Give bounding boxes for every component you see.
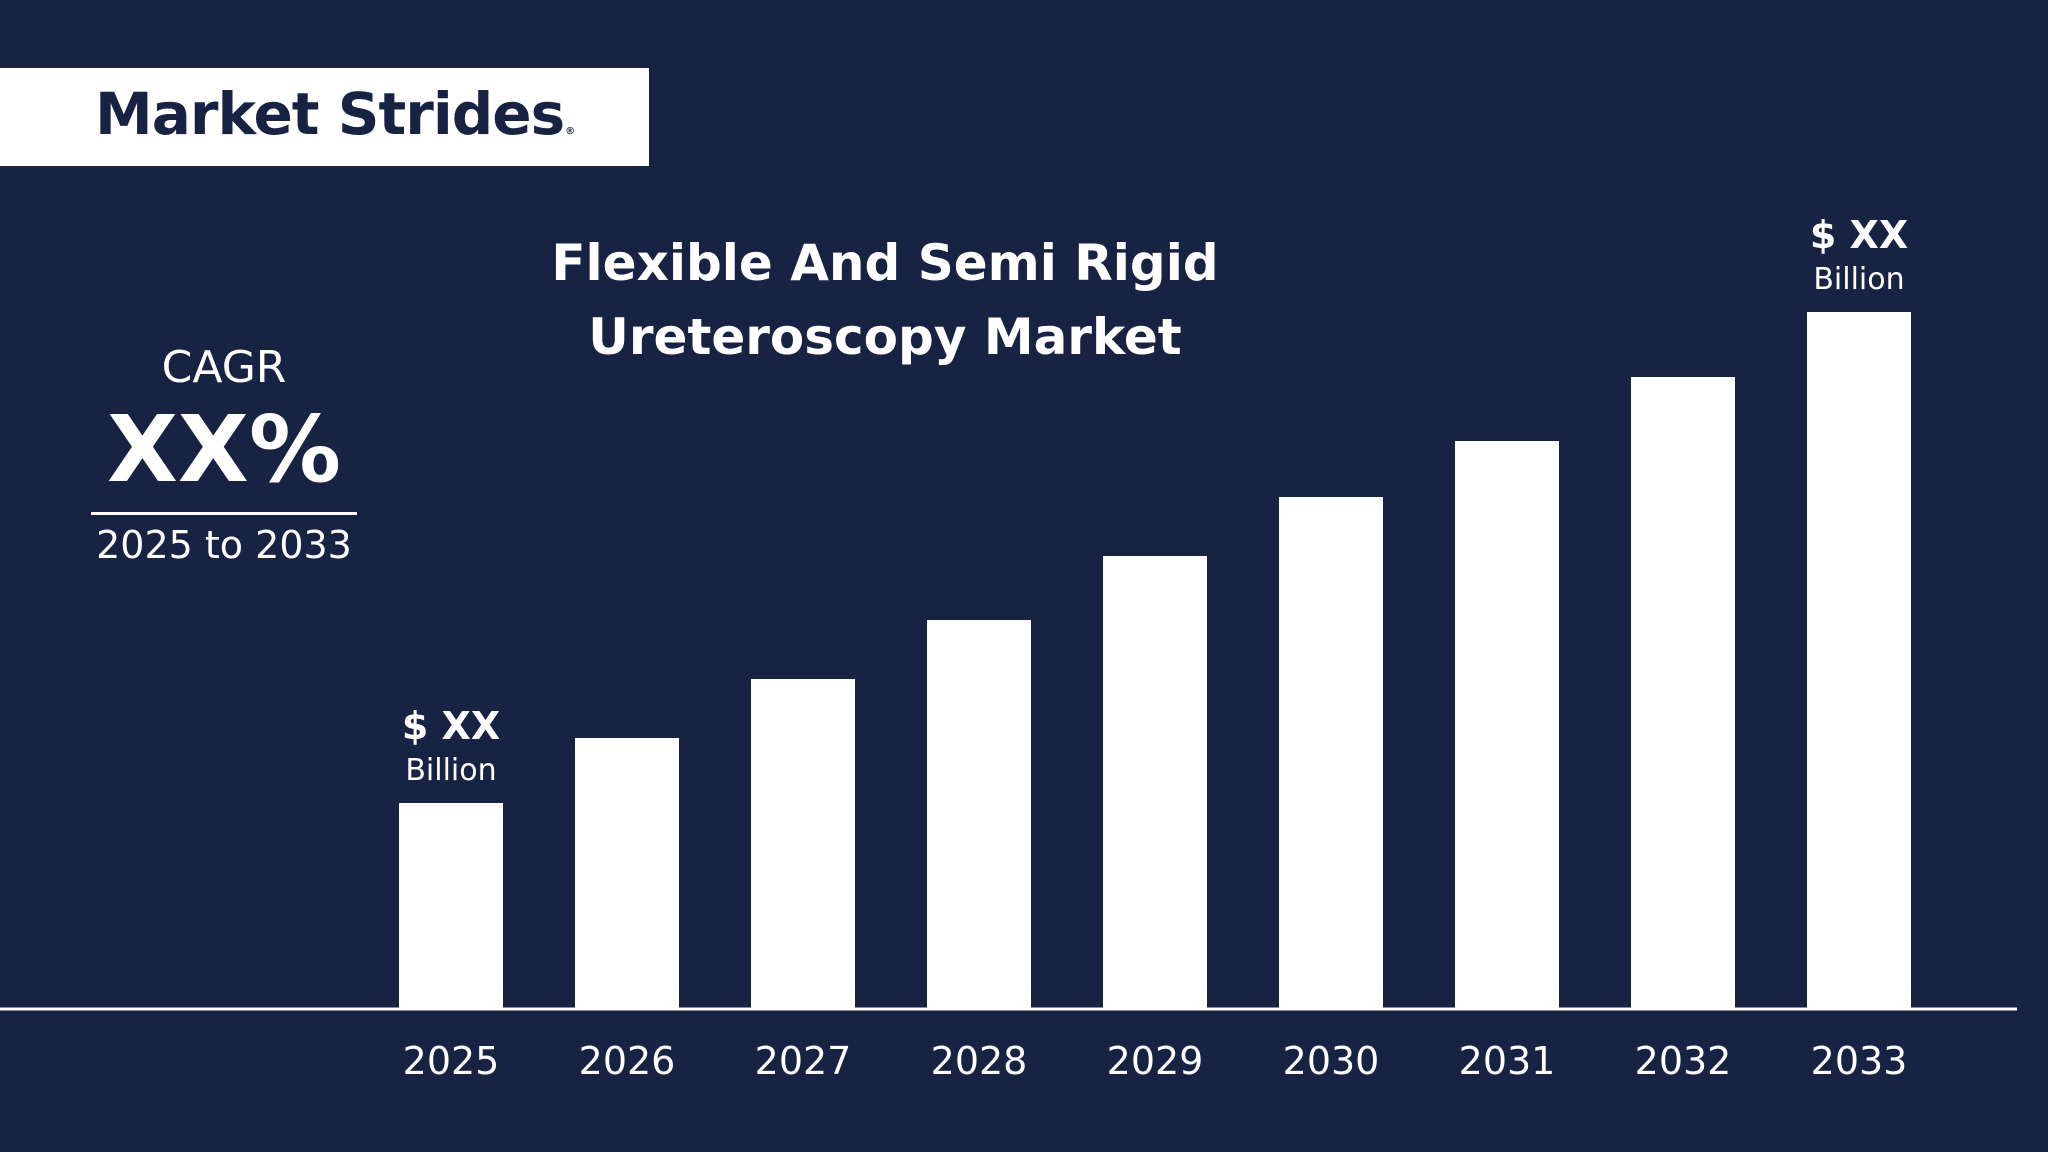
logo-banner <box>0 68 649 166</box>
data-label-value-2025: $ XX <box>402 704 500 748</box>
bar-2027 <box>751 679 855 1008</box>
bar-2033 <box>1807 312 1911 1008</box>
cagr-range: 2025 to 2033 <box>96 523 352 567</box>
brand-logo: Market Strides® <box>95 80 575 148</box>
cagr-divider <box>91 512 357 515</box>
x-tick-label-2027: 2027 <box>755 1039 852 1083</box>
chart-title-line-1: Flexible And Semi Rigid <box>551 234 1219 292</box>
x-tick-label-2026: 2026 <box>579 1039 676 1083</box>
chart-title-line-2: Ureteroscopy Market <box>588 308 1182 366</box>
brand-reg-mark: ® <box>565 126 575 137</box>
cagr-panel: CAGR XX% 2025 to 2033 <box>80 340 368 573</box>
bar-2029 <box>1103 556 1207 1008</box>
bar-2025 <box>399 803 503 1008</box>
x-tick-label-2032: 2032 <box>1635 1039 1732 1083</box>
bar-2032 <box>1631 377 1735 1008</box>
x-tick-label-2028: 2028 <box>931 1039 1028 1083</box>
brand-name: Market Strides <box>95 80 565 148</box>
cagr-value: XX% <box>106 396 342 503</box>
bar-2030 <box>1279 497 1383 1008</box>
x-tick-label-2029: 2029 <box>1107 1039 1204 1083</box>
bar-2031 <box>1455 441 1559 1008</box>
data-label-unit-2033: Billion <box>1813 262 1904 297</box>
x-tick-label-2033: 2033 <box>1811 1039 1908 1083</box>
x-tick-label-2031: 2031 <box>1459 1039 1556 1083</box>
x-tick-label-2030: 2030 <box>1283 1039 1380 1083</box>
x-tick-label-2025: 2025 <box>403 1039 500 1083</box>
data-label-value-2033: $ XX <box>1810 213 1908 257</box>
data-label-unit-2025: Billion <box>405 753 496 788</box>
cagr-label: CAGR <box>161 342 287 393</box>
chart-title: Flexible And Semi Rigid Ureteroscopy Mar… <box>470 226 1300 374</box>
bar-2028 <box>927 620 1031 1008</box>
bar-2026 <box>575 738 679 1008</box>
